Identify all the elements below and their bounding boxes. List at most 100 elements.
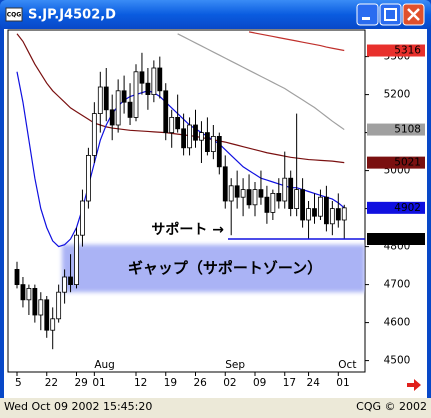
candle-body [199, 132, 204, 141]
candle-body [115, 90, 121, 126]
moving-average-line [248, 31, 345, 52]
candle-body [252, 189, 258, 206]
y-tick-label: 4600 [384, 317, 411, 329]
candle-body [86, 154, 91, 202]
candle-body [133, 71, 139, 118]
candle-body [80, 200, 85, 236]
y-tick-label: 4500 [384, 355, 411, 367]
candle-body [44, 299, 50, 331]
price-label: 5316 [394, 45, 421, 57]
plot-area [7, 29, 366, 373]
candle-body [68, 276, 73, 285]
status-time: Wed Oct 09 2002 15:45:20 [4, 400, 152, 413]
candle-body [187, 124, 192, 149]
candle-body [145, 82, 151, 95]
maximize-icon [384, 8, 397, 21]
price-label-box [367, 201, 425, 214]
price-label-box [367, 123, 425, 136]
candle-body [169, 117, 175, 134]
x-tick-label: 26 [194, 377, 208, 389]
candle-body [32, 287, 38, 316]
x-tick-label: 17 [283, 377, 296, 389]
moving-average-line [16, 33, 345, 164]
month-label: Sep [225, 359, 245, 371]
support-label: サポート → [151, 221, 224, 238]
app-icon [5, 7, 23, 22]
x-tick-label: 12 [134, 377, 147, 389]
candle-body [318, 196, 323, 217]
candle-body [14, 268, 20, 285]
y-tick-label: 4700 [384, 279, 411, 291]
candle-body [103, 86, 109, 111]
price-label: 4902 [394, 202, 421, 214]
candle-body [193, 124, 198, 141]
status-bar [0, 398, 431, 414]
candle-body [335, 208, 341, 221]
candle-body [228, 185, 234, 202]
candle-body [240, 189, 246, 198]
candle-body [246, 189, 252, 206]
candle-body [300, 189, 306, 221]
candle-body [157, 67, 163, 92]
x-tick-label: 22 [45, 377, 58, 389]
x-tick-label: 5 [15, 377, 22, 389]
candle-body [56, 291, 62, 320]
candle-body [121, 90, 127, 103]
y-tick-label: 5200 [384, 89, 411, 101]
gap-zone-label: ギャップ（サポートゾーン） [128, 259, 322, 277]
candle-body [323, 196, 329, 225]
app-icon-text: CQG [7, 12, 22, 19]
scroll-arrow[interactable] [407, 379, 421, 391]
month-label: Aug [94, 359, 115, 371]
price-label-box [367, 156, 425, 169]
candle-body [181, 128, 187, 149]
candle-body [222, 166, 228, 202]
close-icon [407, 8, 420, 21]
candle-body [204, 132, 210, 153]
price-label-box [367, 44, 425, 57]
candle-body [26, 287, 32, 301]
candle-body [127, 101, 133, 118]
x-tick-label: 02 [223, 377, 236, 389]
candle-body [151, 67, 157, 96]
candle-body [139, 71, 145, 84]
candle-body [74, 234, 79, 285]
moving-average-line [177, 33, 345, 131]
x-tick-label: 19 [164, 377, 177, 389]
candle-body [288, 177, 294, 209]
price-label: 4820 [394, 233, 421, 245]
minimize-icon [362, 17, 370, 20]
candle-body [38, 299, 44, 316]
candle-body [163, 90, 169, 134]
candle-body [312, 208, 317, 217]
candle-body [62, 276, 67, 293]
price-label-box [367, 233, 425, 245]
candle-body [175, 117, 181, 130]
candle-body [341, 207, 347, 221]
candle-body [329, 208, 335, 225]
minimize-button[interactable] [356, 3, 379, 26]
x-tick-label: 01 [92, 377, 105, 389]
candle-body [91, 113, 97, 156]
x-tick-label: 01 [336, 377, 349, 389]
x-tick-label: 29 [75, 377, 88, 389]
price-label: 5108 [394, 124, 421, 136]
gap-zone [62, 244, 365, 293]
candle-body [234, 185, 240, 198]
candle-body [50, 318, 56, 331]
month-label: Oct [338, 359, 356, 371]
candle-body [306, 208, 311, 221]
price-label: 5021 [394, 157, 421, 169]
candle-body [282, 177, 288, 202]
maximize-button[interactable] [379, 3, 402, 26]
candle-body [294, 189, 300, 210]
x-tick-label: 24 [307, 377, 321, 389]
candle-body [270, 192, 276, 213]
title-bar[interactable] [0, 0, 431, 29]
candle-body [276, 192, 282, 202]
candle-body [258, 189, 264, 198]
status-copyright: CQG © 2002 [356, 400, 427, 413]
candle-body [20, 284, 26, 301]
candle-body [264, 196, 270, 213]
